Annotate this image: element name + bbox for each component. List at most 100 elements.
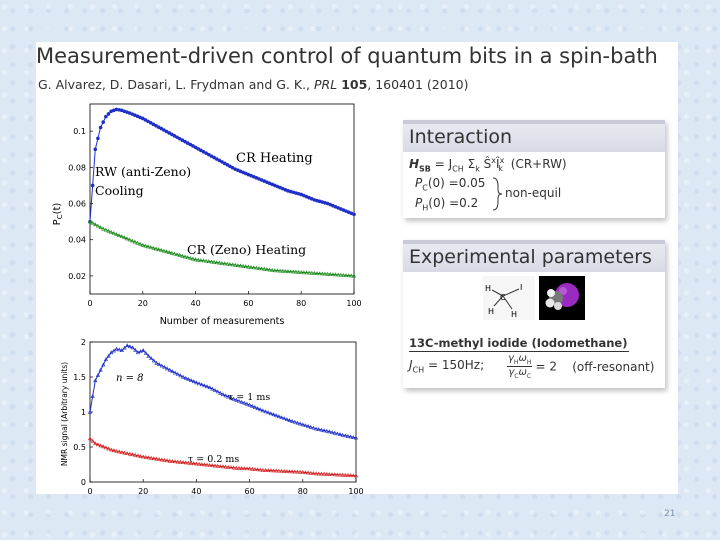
data-point — [98, 443, 103, 448]
data-point — [209, 259, 214, 264]
data-point — [186, 377, 191, 381]
data-point — [324, 471, 329, 476]
data-point — [303, 470, 308, 475]
data-point — [307, 270, 312, 275]
data-point — [98, 225, 103, 230]
data-point — [320, 271, 325, 276]
data-point — [138, 454, 143, 458]
data-point — [324, 428, 329, 433]
data-point — [274, 413, 279, 418]
y-tick-label: 0 — [81, 478, 86, 487]
data-point — [258, 407, 263, 412]
data-point — [133, 452, 138, 457]
data-point — [254, 265, 259, 270]
data-point — [234, 397, 239, 402]
data-point — [125, 343, 130, 348]
data-point — [255, 467, 260, 472]
data-point — [258, 467, 263, 472]
data-point — [162, 364, 167, 369]
data-point — [93, 222, 98, 227]
data-point — [93, 441, 98, 446]
data-point — [256, 266, 262, 270]
data-point — [212, 463, 218, 468]
data-point — [225, 261, 230, 266]
top-chart-xlabel: Number of measurements — [160, 316, 285, 327]
data-point — [322, 271, 328, 276]
data-point — [114, 346, 119, 351]
data-point — [199, 462, 204, 466]
interaction-box: Interaction HSB = JCH Σk ŜxÎxk (CR+RW) P… — [403, 120, 665, 218]
data-point — [345, 473, 351, 477]
data-point — [202, 383, 207, 388]
data-point — [276, 414, 281, 419]
data-point — [109, 447, 114, 452]
interaction-box-header: Interaction — [403, 120, 665, 152]
data-point — [199, 382, 204, 387]
data-point — [167, 250, 172, 254]
data-point — [87, 219, 93, 224]
data-point — [117, 347, 122, 352]
data-point — [188, 378, 194, 382]
data-point — [199, 148, 203, 153]
data-point — [161, 248, 167, 253]
data-point — [298, 469, 303, 474]
data-point — [96, 136, 100, 141]
data-point — [207, 152, 211, 157]
data-point — [172, 134, 177, 138]
data-point — [231, 465, 236, 470]
data-point — [300, 422, 305, 427]
page-number: 21 — [664, 509, 676, 519]
data-point — [343, 433, 348, 438]
data-point — [353, 435, 359, 440]
data-point — [186, 460, 191, 465]
data-point — [341, 272, 346, 277]
data-point — [223, 464, 228, 469]
data-point — [201, 258, 206, 263]
data-point — [93, 147, 98, 152]
top-chart-ylabel: PC(t) — [52, 203, 64, 226]
data-point — [167, 131, 171, 135]
data-point — [248, 264, 254, 269]
data-point — [143, 118, 148, 122]
data-point — [242, 400, 247, 405]
data-point — [217, 158, 222, 163]
data-point — [127, 344, 133, 349]
data-point — [183, 375, 188, 380]
data-point — [329, 430, 335, 434]
data-point — [148, 245, 153, 249]
data-point — [247, 466, 252, 471]
data-point — [214, 260, 219, 265]
data-point — [243, 264, 248, 269]
data-point — [193, 257, 198, 262]
annotation-tau1: τ = 1 ms — [228, 392, 270, 403]
data-point — [343, 273, 349, 277]
data-point — [311, 471, 316, 475]
data-point — [111, 448, 117, 453]
data-point — [111, 230, 116, 235]
data-point — [133, 347, 138, 352]
experimental-heading: Experimental parameters — [409, 246, 652, 268]
data-point — [143, 243, 148, 248]
experimental-box: Experimental parameters C H H H I 13C-me… — [403, 240, 665, 388]
data-point — [255, 406, 260, 410]
data-point — [167, 458, 172, 463]
data-point — [346, 273, 351, 278]
data-point — [143, 454, 148, 459]
x-tick-label: 80 — [298, 487, 308, 496]
data-point — [119, 450, 125, 454]
data-point — [337, 472, 343, 477]
data-point — [228, 395, 234, 400]
data-point — [308, 470, 313, 475]
data-point — [226, 394, 231, 399]
top-chart: 0 20 40 60 80 100 0.02 0.04 0.06 0.08 0.1 Number o… — [52, 103, 362, 327]
data-point — [106, 446, 111, 451]
data-point — [239, 466, 244, 470]
data-point — [104, 114, 108, 119]
data-point — [236, 398, 242, 403]
data-point — [169, 250, 174, 255]
data-point — [95, 223, 101, 228]
annotation-cr-heating: CR Heating — [236, 151, 313, 166]
data-point — [196, 257, 201, 262]
data-point — [114, 448, 119, 453]
data-point — [214, 157, 219, 161]
